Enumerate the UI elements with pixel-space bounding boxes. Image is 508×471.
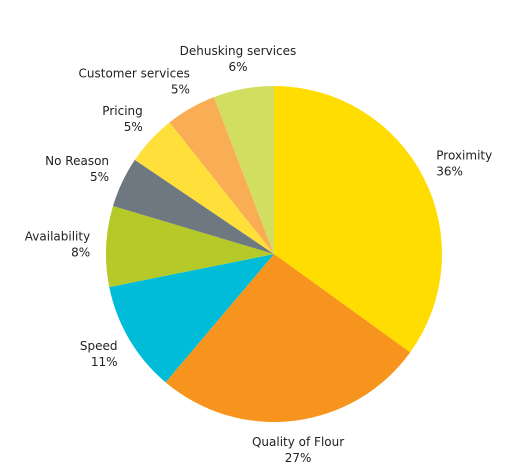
slice-label: Availability: [25, 229, 90, 243]
pie-slice: [169, 97, 274, 255]
slice-label: Dehusking services: [180, 44, 297, 58]
slice-value-label: 8%: [71, 245, 90, 259]
pie-slice: [165, 254, 411, 423]
pie-slice: [113, 159, 274, 254]
pie-slice: [109, 254, 274, 383]
slice-label: Pricing: [102, 104, 142, 118]
slice-value-label: 11%: [91, 355, 118, 369]
slice-label: Quality of Flour: [252, 435, 344, 449]
pie-slice: [213, 86, 274, 254]
pie-slice: [134, 122, 274, 255]
slice-value-label: 36%: [436, 164, 463, 178]
pie-slice: [106, 205, 274, 288]
slice-value-label: 5%: [90, 170, 109, 184]
slice-value-label: 5%: [124, 120, 143, 134]
slice-value-label: 5%: [171, 83, 190, 97]
slice-value-label: 27%: [285, 451, 312, 465]
slice-value-label: 6%: [228, 60, 247, 74]
slice-label: Speed: [80, 339, 118, 353]
pie-slice: [274, 86, 443, 353]
slice-label: Proximity: [436, 148, 492, 162]
slice-label: No Reason: [45, 154, 109, 168]
slice-label: Customer services: [79, 67, 190, 81]
